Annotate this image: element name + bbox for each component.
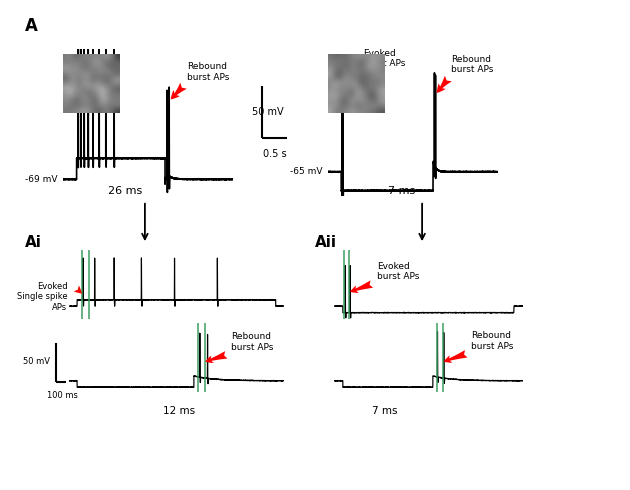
Text: Aii: Aii <box>315 236 337 250</box>
Text: Rebound
burst APs: Rebound burst APs <box>452 55 494 74</box>
Text: -65 mV: -65 mV <box>290 168 322 176</box>
Text: 50 mV: 50 mV <box>23 357 50 367</box>
Text: -69 mV: -69 mV <box>25 175 57 184</box>
Text: Rebound
burst APs: Rebound burst APs <box>187 62 229 81</box>
Text: 100 ms: 100 ms <box>47 391 77 400</box>
Text: Rebound
burst APs: Rebound burst APs <box>471 331 513 351</box>
Text: A: A <box>25 17 38 35</box>
Text: Ai: Ai <box>25 236 42 250</box>
Text: 26 ms: 26 ms <box>108 186 142 196</box>
Text: Rebound
burst APs: Rebound burst APs <box>231 332 273 352</box>
Text: 50 mV: 50 mV <box>252 107 284 117</box>
Text: 0.5 s: 0.5 s <box>263 149 287 159</box>
Text: Evoked
Single spike
APs: Evoked Single spike APs <box>17 282 67 312</box>
Text: 12 ms: 12 ms <box>164 406 195 416</box>
Text: 7 ms: 7 ms <box>372 406 397 416</box>
Text: Evoked
burst APs: Evoked burst APs <box>377 262 419 281</box>
Text: Evoked
burst APs: Evoked burst APs <box>363 49 405 68</box>
Text: 7 ms: 7 ms <box>388 186 416 196</box>
